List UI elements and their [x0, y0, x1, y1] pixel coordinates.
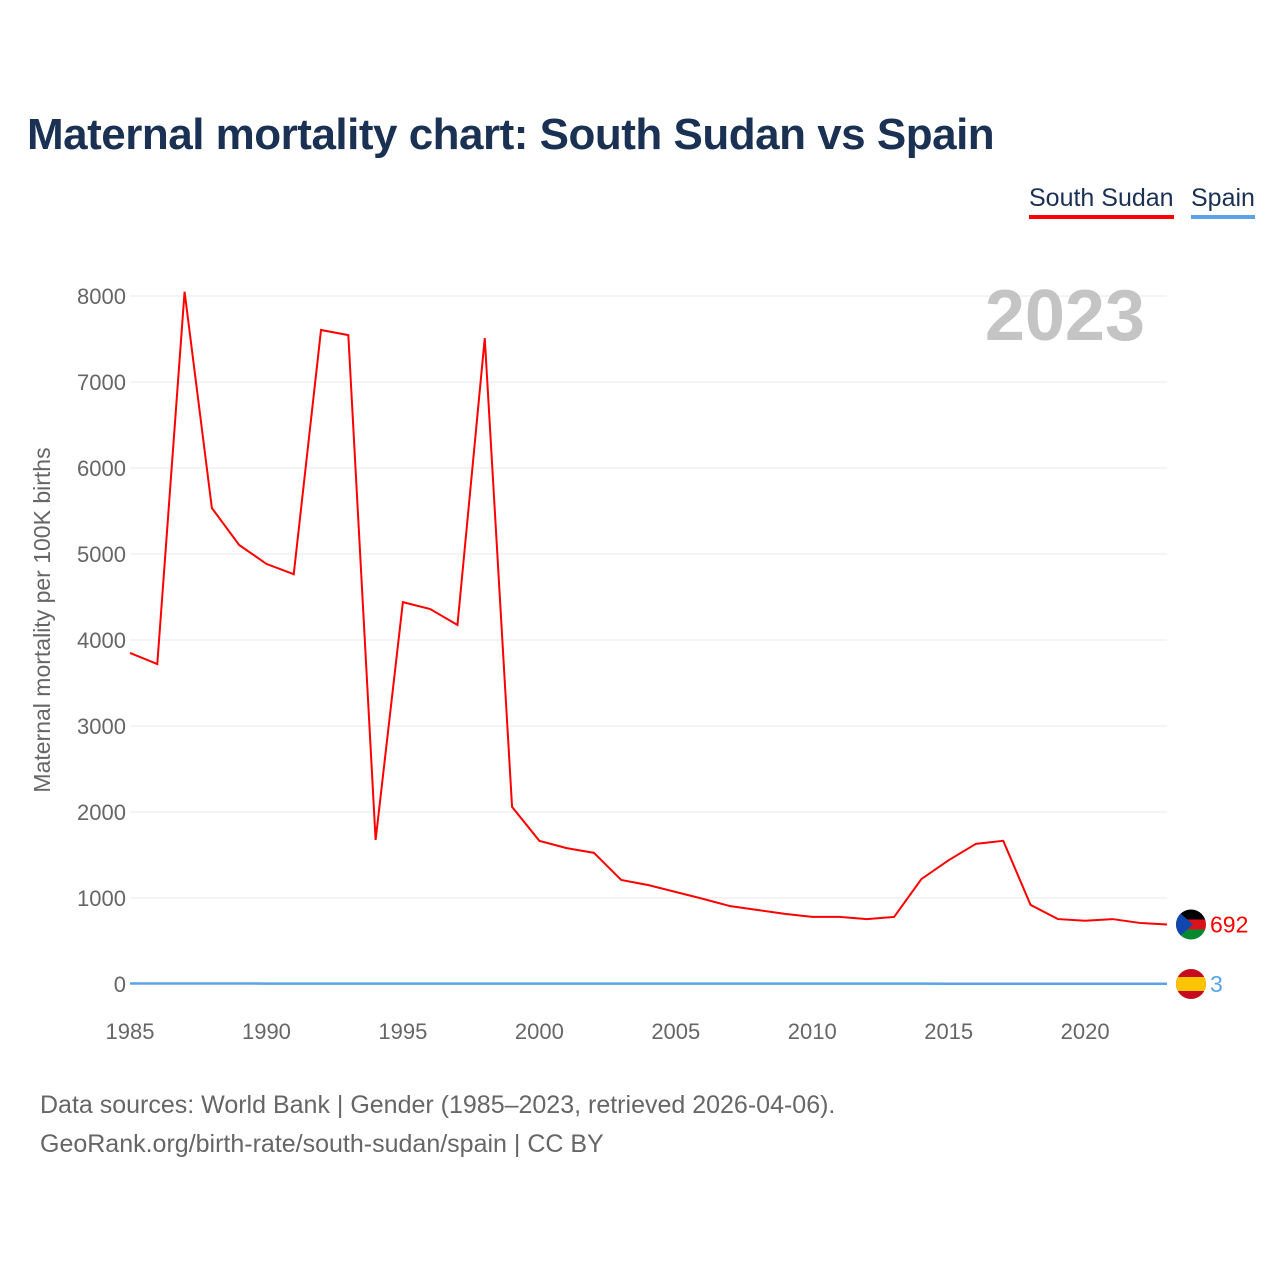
- flag-spain-icon: [1176, 969, 1206, 999]
- x-tick-label: 2015: [924, 1019, 973, 1044]
- source-link[interactable]: GeoRank.org/birth-rate/south-sudan/spain…: [40, 1130, 604, 1158]
- y-tick-label: 0: [114, 972, 126, 997]
- y-tick-label: 8000: [77, 284, 126, 309]
- data-source: Data sources: World Bank | Gender (1985–…: [40, 1091, 836, 1119]
- series-line-south-sudan: [129, 291, 1168, 926]
- flag-stripe: [1176, 929, 1206, 940]
- y-axis-label: Maternal mortality per 100K births: [29, 447, 55, 792]
- y-tick-label: 3000: [77, 714, 126, 739]
- y-tick-label: 6000: [77, 456, 126, 481]
- x-tick-label: 1995: [378, 1019, 427, 1044]
- y-tick-label: 7000: [77, 370, 126, 395]
- end-label-south-sudan: 692: [1210, 911, 1248, 937]
- x-tick-label: 2000: [515, 1019, 564, 1044]
- x-tick-label: 1990: [242, 1019, 291, 1044]
- y-tick-label: 4000: [77, 628, 126, 653]
- footer: Data sources: World Bank | Gender (1985–…: [40, 1086, 835, 1164]
- year-watermark: 2023: [985, 276, 1145, 356]
- end-label-spain: 3: [1210, 971, 1223, 997]
- chart-title: Maternal mortality chart: South Sudan vs…: [27, 110, 995, 159]
- y-tick-label: 5000: [77, 542, 126, 567]
- x-tick-label: 2005: [651, 1019, 700, 1044]
- y-tick-label: 1000: [77, 886, 126, 911]
- legend-spain[interactable]: Spain: [1191, 184, 1255, 219]
- x-tick-label: 2020: [1061, 1019, 1110, 1044]
- flag-stripe: [1176, 977, 1206, 991]
- flag-stripe: [1176, 909, 1206, 920]
- x-tick-label: 2010: [788, 1019, 837, 1044]
- x-tick-label: 1985: [106, 1019, 155, 1044]
- legend-south-sudan[interactable]: South Sudan: [1029, 184, 1174, 219]
- y-tick-label: 2000: [77, 800, 126, 825]
- flag-south-sudan-icon: [1176, 909, 1206, 940]
- flag-triangle: [1176, 909, 1193, 940]
